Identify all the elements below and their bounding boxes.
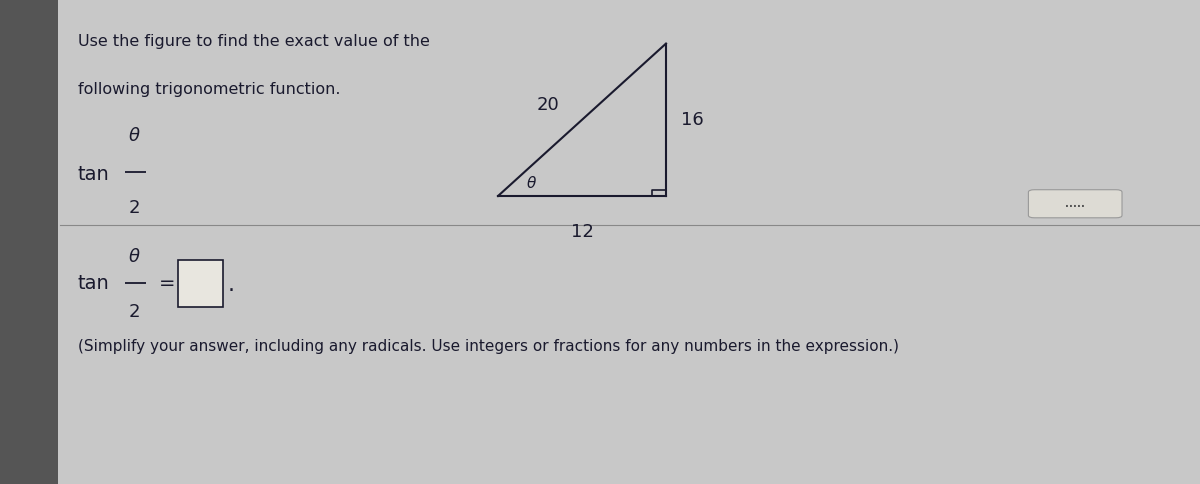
Text: 2: 2 <box>128 199 140 217</box>
Text: .: . <box>228 274 235 295</box>
Text: 2: 2 <box>128 303 140 321</box>
Text: following trigonometric function.: following trigonometric function. <box>78 82 341 97</box>
Text: Use the figure to find the exact value of the: Use the figure to find the exact value o… <box>78 34 430 49</box>
Text: θ: θ <box>128 247 140 266</box>
FancyBboxPatch shape <box>1028 190 1122 218</box>
Text: tan: tan <box>78 165 109 184</box>
Text: 12: 12 <box>570 223 594 242</box>
FancyBboxPatch shape <box>0 0 58 484</box>
Text: 20: 20 <box>538 96 559 114</box>
Text: =: = <box>158 273 175 293</box>
Text: θ: θ <box>128 126 140 145</box>
Text: .....: ..... <box>1066 199 1085 209</box>
Text: θ: θ <box>527 177 536 191</box>
Text: 16: 16 <box>682 111 703 129</box>
Bar <box>178 260 223 307</box>
Text: (Simplify your answer, including any radicals. Use integers or fractions for any: (Simplify your answer, including any rad… <box>78 339 899 353</box>
Text: tan: tan <box>78 273 109 293</box>
